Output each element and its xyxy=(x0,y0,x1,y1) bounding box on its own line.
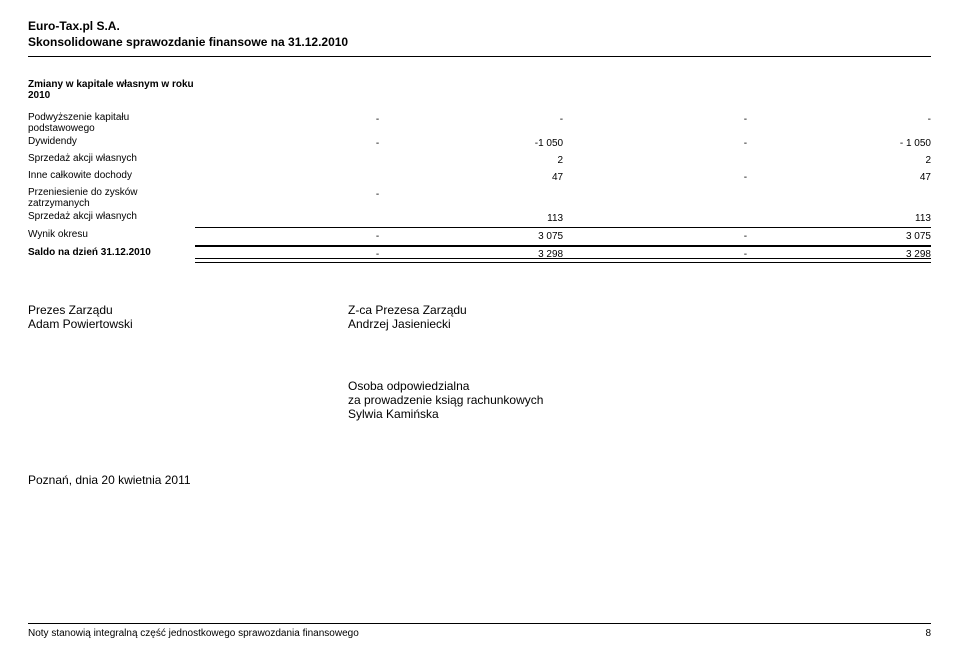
row-label: Sprzedaż akcji własnych xyxy=(28,152,195,169)
cell: - xyxy=(195,229,379,244)
cell xyxy=(195,170,379,174)
responsible-line1: Osoba odpowiedzialna xyxy=(348,379,931,393)
equity-changes-table: Zmiany w kapitale własnym w roku 2010 Po… xyxy=(28,79,931,263)
footer-note: Noty stanowią integralną część jednostko… xyxy=(28,628,359,639)
signature-right-name: Andrzej Jasieniecki xyxy=(348,317,668,331)
cell: 47 xyxy=(379,170,563,185)
cell xyxy=(195,153,379,157)
company-name: Euro-Tax.pl S.A. xyxy=(28,18,931,34)
row-label: Sprzedaż akcji własnych xyxy=(28,210,195,228)
cell xyxy=(379,187,563,191)
cell: - xyxy=(379,112,563,127)
signature-right-title: Z-ca Prezesa Zarządu xyxy=(348,303,668,317)
cell: 2 xyxy=(747,153,931,168)
place-and-date: Poznań, dnia 20 kwietnia 2011 xyxy=(28,473,931,487)
cell: 113 xyxy=(379,211,563,226)
row-label: Przeniesienie do zysków zatrzymanych xyxy=(28,186,195,210)
cell: - 1 050 xyxy=(747,136,931,151)
cell: - xyxy=(563,112,747,127)
responsible-name: Sylwia Kamińska xyxy=(348,407,931,421)
cell: - xyxy=(563,170,747,185)
cell: - xyxy=(747,112,931,127)
cell xyxy=(563,153,747,157)
section-title: Zmiany w kapitale własnym w roku 2010 xyxy=(28,79,195,111)
signature-left-name: Adam Powiertowski xyxy=(28,317,348,331)
total-label: Saldo na dzień 31.12.2010 xyxy=(28,246,195,264)
report-title: Skonsolidowane sprawozdanie finansowe na… xyxy=(28,34,931,50)
cell: - xyxy=(563,136,747,151)
row-label: Podwyższenie kapitału podstawowego xyxy=(28,111,195,135)
cell: - xyxy=(563,229,747,244)
cell: 47 xyxy=(747,170,931,185)
subtotal-label: Wynik okresu xyxy=(28,228,195,246)
signature-left-title: Prezes Zarządu xyxy=(28,303,348,317)
responsible-line2: za prowadzenie ksiąg rachunkowych xyxy=(348,393,931,407)
cell: -1 050 xyxy=(379,136,563,151)
cell: 113 xyxy=(747,211,931,226)
cell xyxy=(563,187,747,191)
row-label: Dywidendy xyxy=(28,135,195,152)
cell: 3 075 xyxy=(379,229,563,244)
cell xyxy=(563,211,747,215)
header-divider xyxy=(28,56,931,57)
cell: 2 xyxy=(379,153,563,168)
footer-page-number: 8 xyxy=(925,628,931,639)
cell: 3 075 xyxy=(747,229,931,244)
cell xyxy=(195,211,379,215)
cell: - xyxy=(195,112,379,127)
cell: - xyxy=(195,136,379,151)
cell: - xyxy=(195,187,379,202)
cell xyxy=(747,187,931,191)
row-label: Inne całkowite dochody xyxy=(28,169,195,186)
